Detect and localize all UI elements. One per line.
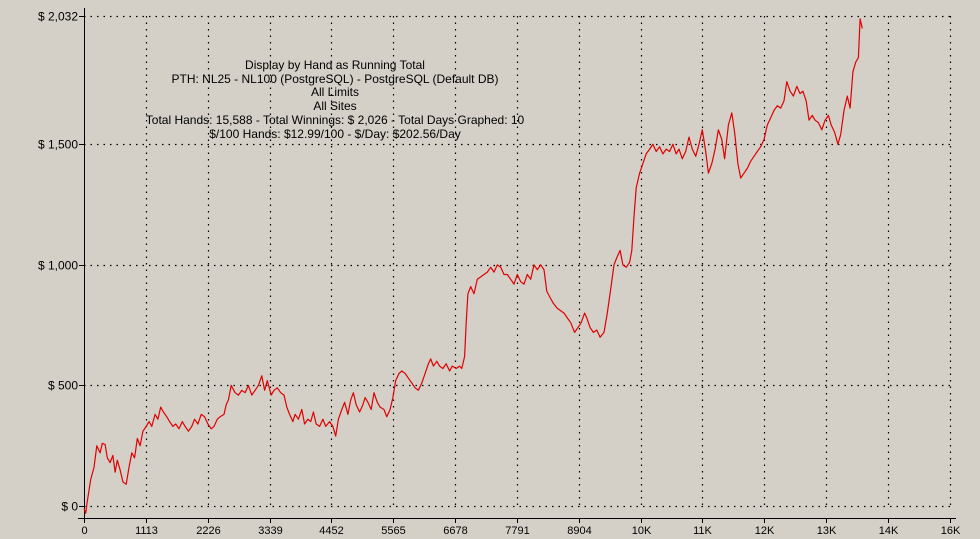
- x-tick-label: 14K: [879, 525, 899, 537]
- y-tick-label: $ 0: [61, 500, 78, 514]
- x-tick-label: 3339: [258, 525, 282, 537]
- annotation-line: All Limits: [311, 85, 359, 99]
- annotation-line: Total Hands: 15,588 - Total Winnings: $ …: [146, 113, 525, 127]
- series-line: [83, 18, 863, 514]
- x-tick-label: 12K: [755, 525, 775, 537]
- x-tick-label: 11K: [693, 525, 712, 537]
- x-tick-label: 4452: [319, 525, 343, 537]
- x-tick-label: 0: [81, 525, 87, 537]
- x-tick-label: 7791: [505, 525, 529, 537]
- annotation-line: All Sites: [313, 99, 356, 113]
- chart-annotations: Display by Hand as Running Total PTH: NL…: [146, 58, 525, 141]
- x-tick-label: 5565: [381, 525, 405, 537]
- x-tick-label: 10K: [632, 525, 652, 537]
- annotation-line: $/100 Hands: $12.99/100 - $/Day: $202.56…: [209, 127, 461, 141]
- grid: [84, 15, 954, 508]
- axes: [78, 8, 956, 523]
- annotation-line: PTH: NL25 - NL100 (PostgreSQL) - Postgre…: [171, 72, 498, 86]
- y-tick-label: $ 2,032: [38, 10, 78, 24]
- x-tick-label: 6678: [443, 525, 467, 537]
- series: [83, 18, 863, 514]
- y-tick-label: $ 500: [48, 379, 78, 393]
- y-tick-label: $ 1,500: [38, 138, 78, 152]
- x-tick-label: 1113: [135, 525, 158, 537]
- tick-labels: $ 0 $ 500 $ 1,000 $ 1,500 $ 2,032 0 1113 2226 33…: [38, 10, 961, 538]
- x-tick-label: 2226: [196, 525, 220, 537]
- x-tick-label: 8904: [567, 525, 591, 537]
- x-tick-label: 16K: [941, 525, 961, 537]
- x-tick-label: 13K: [817, 525, 837, 537]
- annotation-line: Display by Hand as Running Total: [245, 58, 425, 72]
- y-tick-label: $ 1,000: [38, 259, 78, 273]
